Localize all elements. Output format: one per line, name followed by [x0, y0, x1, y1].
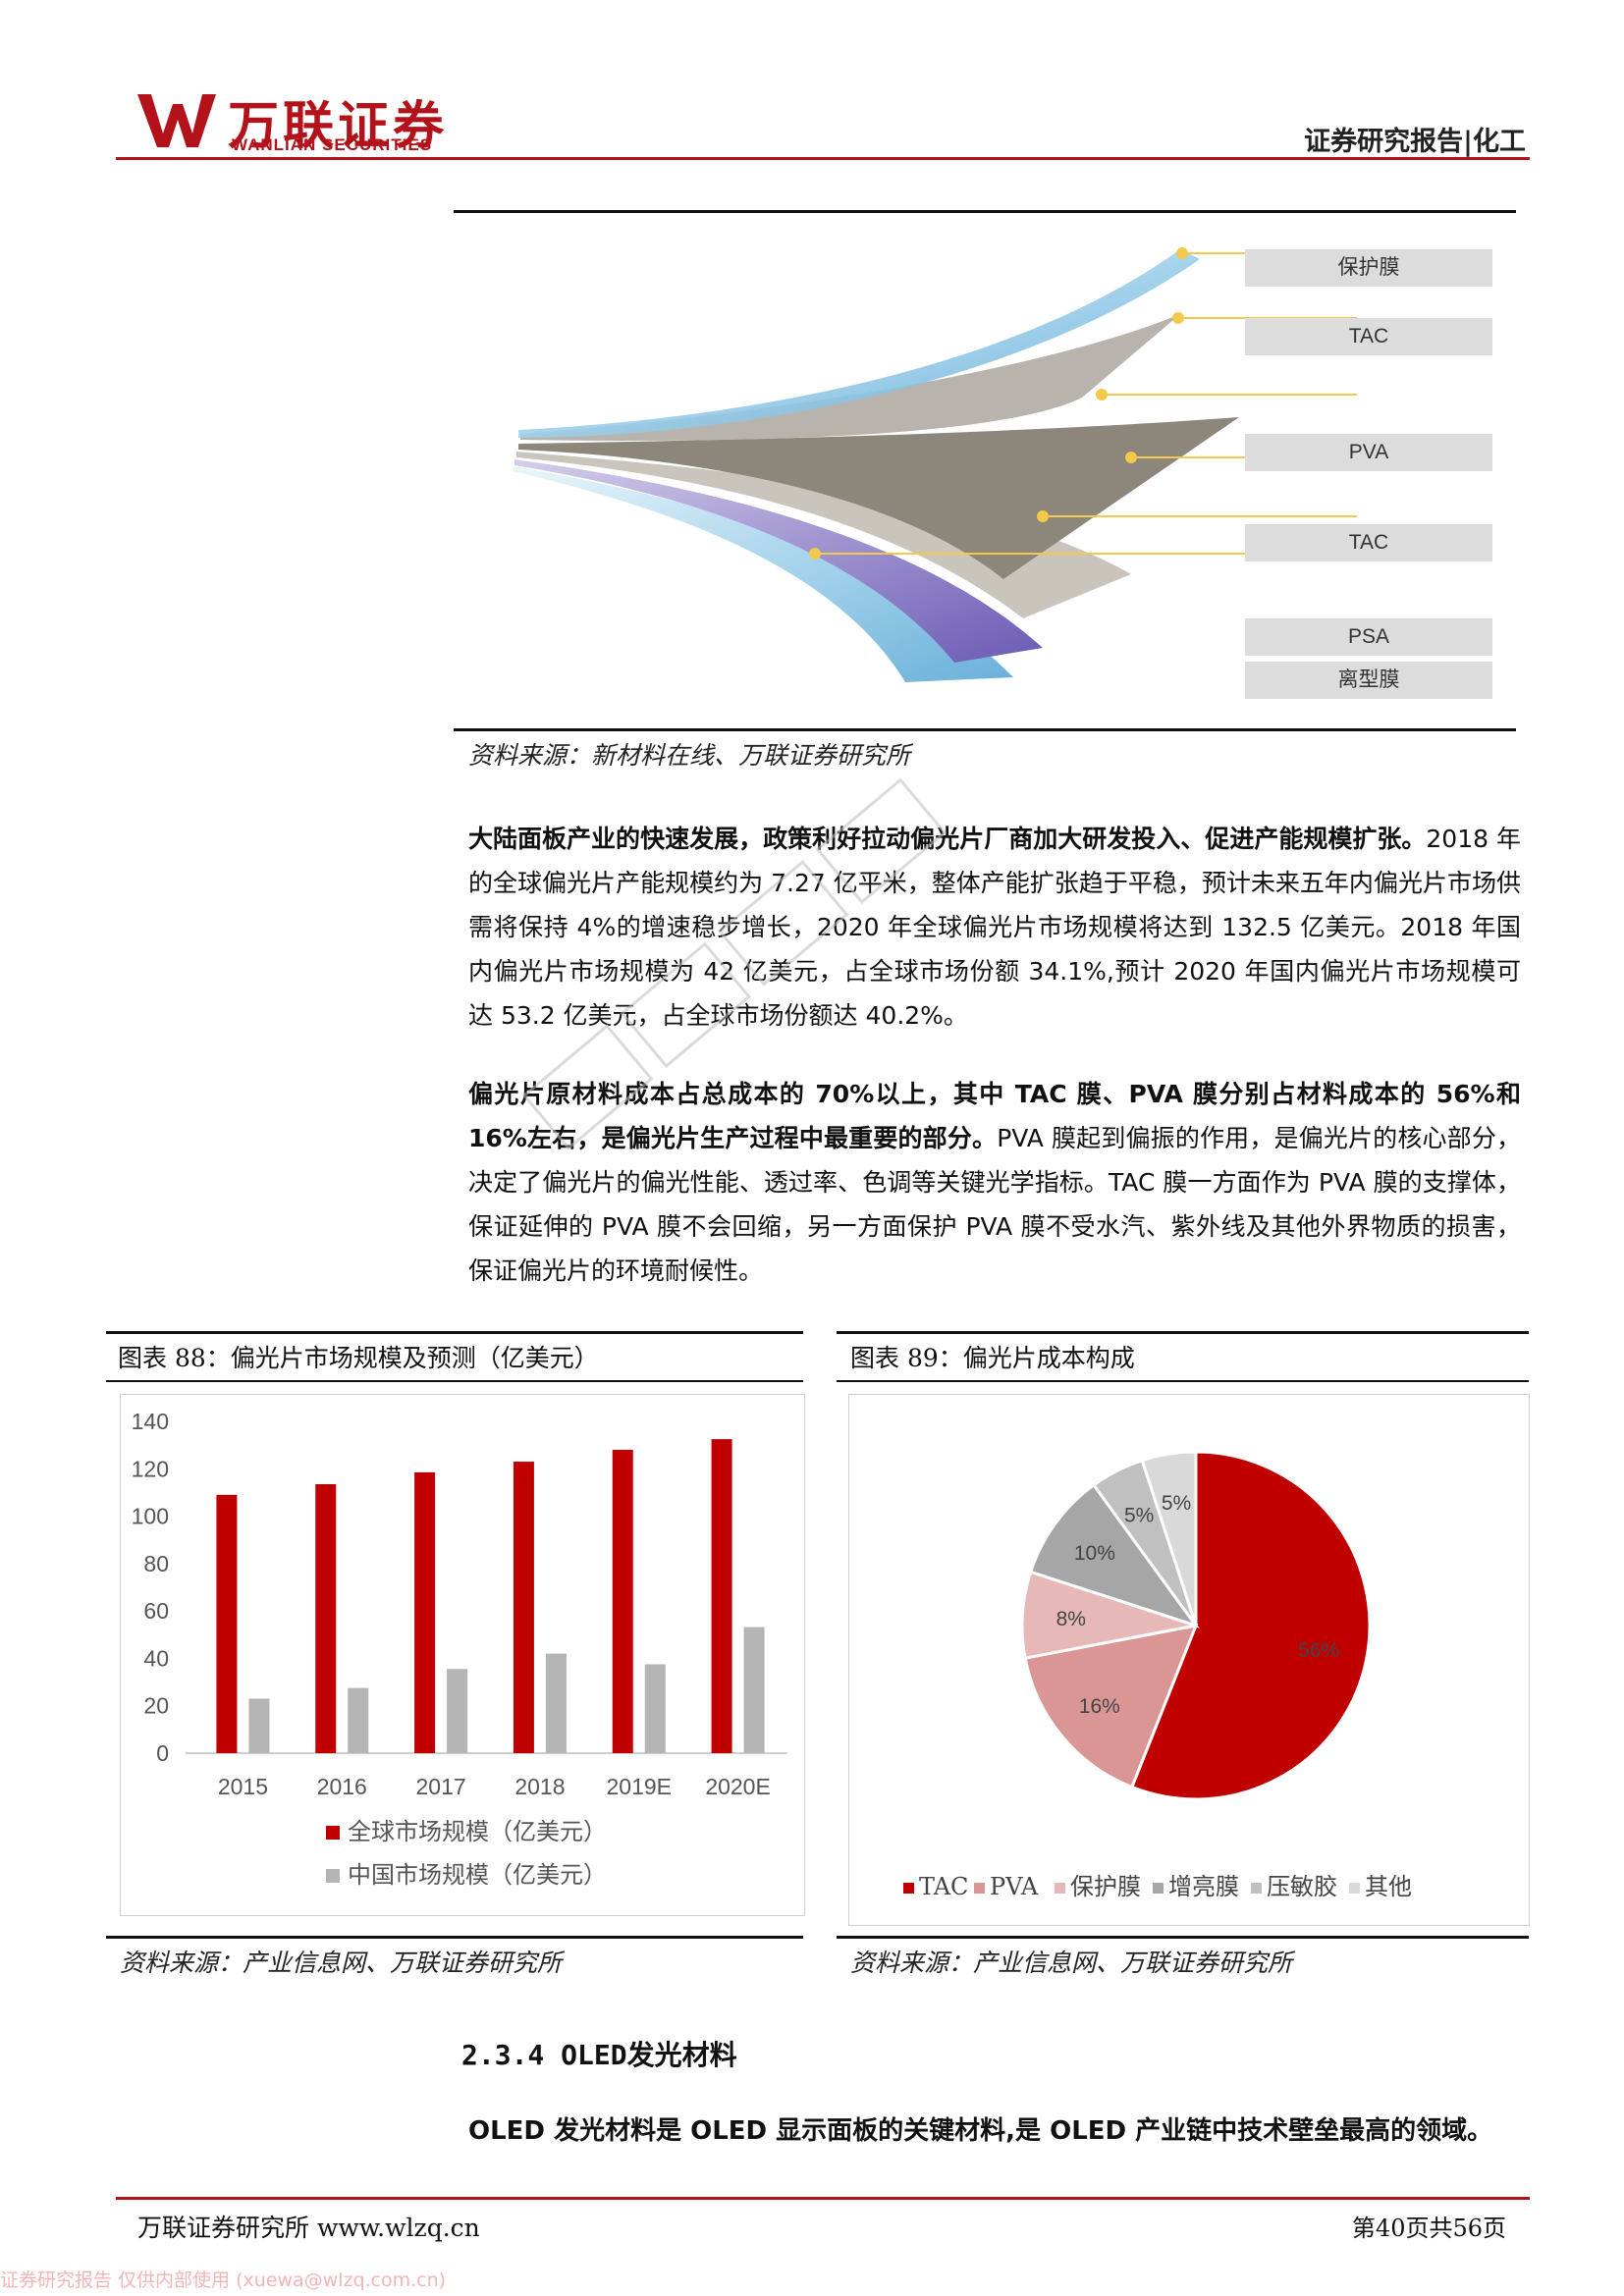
y-tick-label: 60: [143, 1598, 169, 1624]
layer-label-psa: PSA: [1245, 618, 1492, 656]
legend-label: 中国市场规模（亿美元）: [348, 1861, 607, 1889]
legend-label: TAC: [919, 1873, 968, 1900]
pie-data-label: 8%: [1056, 1608, 1086, 1630]
x-tick-label: 2016: [317, 1774, 367, 1799]
pie-slice: [1023, 1624, 1199, 1789]
bar-global-market: [414, 1471, 436, 1753]
legend-swatch: [903, 1883, 914, 1894]
pie-data-label: 10%: [1074, 1542, 1115, 1565]
x-tick-label: 2017: [415, 1774, 465, 1799]
legend-label: 全球市场规模（亿美元）: [348, 1818, 607, 1845]
y-tick-label: 100: [132, 1504, 169, 1529]
pie-data-label: 5%: [1124, 1504, 1154, 1526]
layer-label-pva: PVA: [1245, 434, 1492, 471]
layer-label-tac-lower: TAC: [1245, 524, 1492, 561]
bar-global-market: [711, 1439, 732, 1753]
polarizer-layers-illustration: [513, 247, 1357, 682]
layer-label-tac-upper: TAC: [1245, 318, 1492, 355]
footer-watermark-text: 证券研究报告 仅供内部使用 (xuewa@wlzq.com.cn): [0, 2269, 447, 2291]
bar-china-market: [447, 1669, 468, 1753]
legend-label: 保护膜: [1070, 1873, 1141, 1900]
paragraph-body: 2018 年的全球偏光片产能规模约为 7.27 亿平米，整体产能扩张趋于平稳，预…: [468, 825, 1521, 1030]
bar-china-market: [644, 1664, 666, 1753]
legend-label: 压敏胶: [1267, 1873, 1337, 1900]
pie-slice: [1028, 1482, 1200, 1629]
footer-page-number: 第40页共56页: [1351, 2215, 1506, 2242]
paragraph-market-growth: 大陆面板产业的快速发展，政策利好拉动偏光片厂商加大研发投入、促进产能规模扩张。2…: [468, 817, 1521, 1038]
legend-swatch: [1055, 1883, 1065, 1894]
paragraph-cost-structure: 偏光片原材料成本占总成本的 70%以上，其中 TAC 膜、PVA 膜分别占材料成…: [468, 1072, 1521, 1293]
legend-label: 其他: [1365, 1873, 1412, 1900]
y-tick-label: 80: [143, 1551, 169, 1576]
x-tick-label: 2019E: [606, 1774, 672, 1799]
chart88-source: 资料来源：产业信息网、万联证券研究所: [120, 1949, 563, 1977]
bar-china-market: [743, 1627, 765, 1753]
paragraph-bold-lead: 大陆面板产业的快速发展，政策利好拉动偏光片厂商加大研发投入、促进产能规模扩张。: [468, 825, 1427, 853]
chart88-top-rule: [106, 1331, 803, 1334]
figure-bottom-rule: [454, 728, 1516, 731]
bar-china-market: [545, 1653, 567, 1753]
x-tick-label: 2020E: [705, 1774, 771, 1799]
pie-data-label: 56%: [1298, 1639, 1339, 1662]
pie-data-label: 16%: [1079, 1695, 1120, 1718]
section-lead-sentence: OLED 发光材料是 OLED 显示面板的关键材料,是 OLED 产业链中技术壁…: [468, 2116, 1493, 2146]
header-divider: [116, 157, 1530, 160]
wanlian-logo-mark: [137, 94, 216, 147]
chart89-top-rule: [837, 1331, 1529, 1334]
figure-source: 资料来源：新材料在线、万联证券研究所: [468, 741, 911, 770]
chart88-title: 图表 88：偏光片市场规模及预测（亿美元）: [118, 1344, 599, 1372]
footer-institution: 万联证券研究所 www.wlzq.cn: [137, 2214, 480, 2242]
bar-global-market: [513, 1462, 534, 1753]
bar-global-market: [612, 1449, 633, 1753]
layer-label-release-film: 离型膜: [1245, 662, 1492, 699]
legend-label: 增亮膜: [1168, 1873, 1239, 1900]
y-tick-label: 120: [132, 1456, 169, 1481]
legend-swatch: [974, 1883, 985, 1894]
y-tick-label: 20: [143, 1693, 169, 1719]
legend-swatch: [326, 1826, 340, 1840]
pie-slice: [1140, 1450, 1198, 1627]
bar-china-market: [248, 1698, 270, 1753]
x-tick-label: 2018: [514, 1774, 565, 1799]
logo-chinese-name: 万联证券: [228, 97, 449, 156]
report-category: 证券研究报告|化工: [1304, 127, 1526, 157]
legend-swatch: [1251, 1883, 1262, 1894]
legend-label: PVA: [990, 1873, 1039, 1900]
chart88-title-rule: [106, 1380, 803, 1382]
bar-chart-market-size: 0 20 40 60 80 100 120 140 2015 2016 2017 2018 2019E 2…: [132, 1409, 787, 1889]
legend-swatch: [1349, 1883, 1360, 1894]
pie-chart-cost-structure: 56% 16% 8% 10% 5% 5% TAC PVA 保护膜 增亮膜 压敏胶 其他: [903, 1450, 1412, 1900]
paragraph-body: PVA 膜起到偏振的作用，是偏光片的核心部分，决定了偏光片的偏光性能、透过率、色…: [468, 1124, 1521, 1285]
layer-label-protective-film: 保护膜: [1245, 249, 1492, 287]
chart88-bottom-rule: [106, 1936, 803, 1939]
pie-slice: [1129, 1450, 1372, 1801]
pie-data-label: 5%: [1162, 1492, 1191, 1515]
chart89-title-rule: [837, 1380, 1529, 1382]
chart89-bottom-rule: [837, 1936, 1529, 1939]
y-tick-label: 40: [143, 1645, 169, 1671]
legend-swatch: [326, 1869, 340, 1883]
footer-divider: [116, 2197, 1530, 2200]
figure-top-rule: [454, 210, 1516, 213]
bar-china-market: [348, 1687, 369, 1753]
chart89-source: 资料来源：产业信息网、万联证券研究所: [850, 1949, 1293, 1977]
legend-swatch: [1153, 1883, 1164, 1894]
bar-global-market: [315, 1483, 337, 1753]
y-tick-label: 0: [156, 1740, 169, 1766]
bar-global-market: [216, 1494, 238, 1753]
section-heading: 2.3.4 OLED发光材料: [461, 2039, 737, 2071]
pie-slice: [1020, 1570, 1197, 1660]
chart89-title: 图表 89：偏光片成本构成: [850, 1344, 1135, 1372]
y-tick-label: 140: [132, 1409, 169, 1434]
logo-english-name: WANLIAN SECURITIES: [232, 135, 433, 154]
x-tick-label: 2015: [218, 1774, 268, 1799]
